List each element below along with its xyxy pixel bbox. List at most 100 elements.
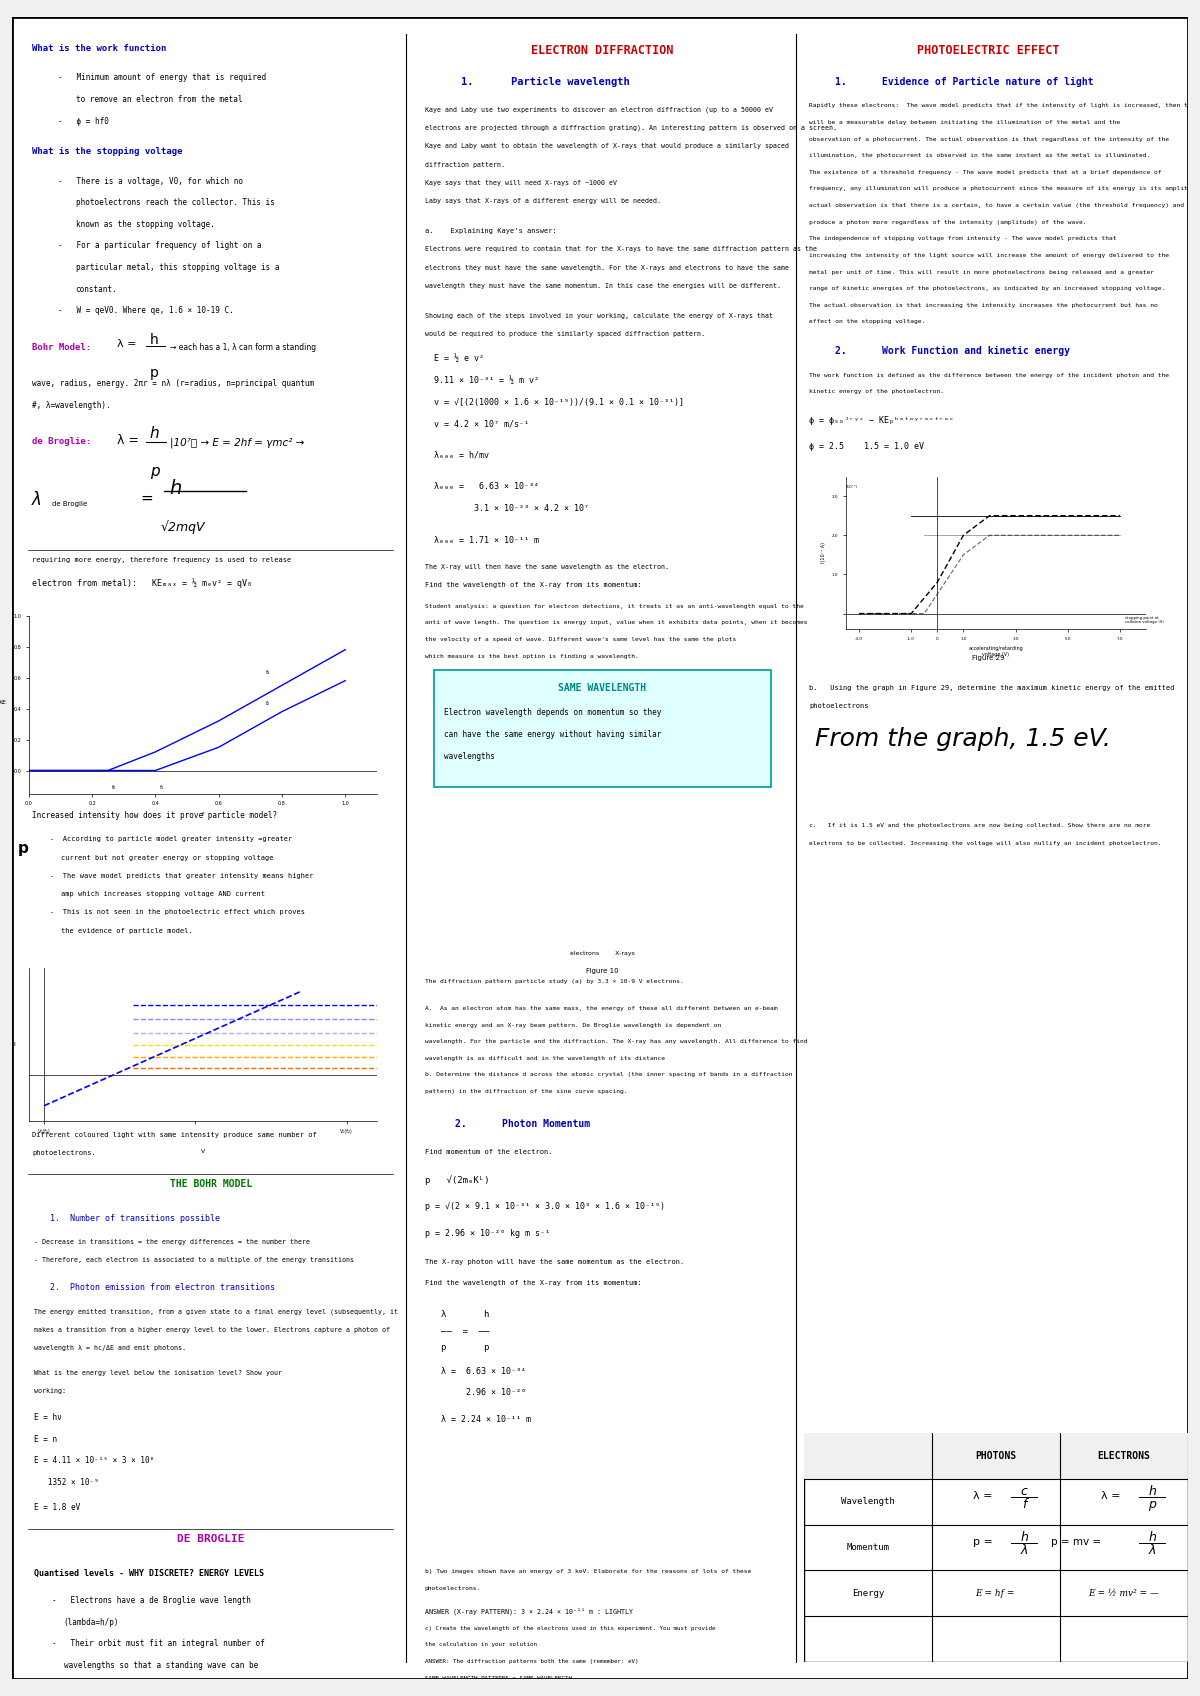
Text: can have the same energy without having similar: can have the same energy without having … [444,729,661,739]
X-axis label: accelerating/retarding
voltage (V): accelerating/retarding voltage (V) [968,646,1024,658]
Text: ELECTRONS: ELECTRONS [1098,1452,1151,1460]
Text: The independence of stopping voltage from intensity - The wave model predicts th: The independence of stopping voltage fro… [809,236,1117,241]
FancyBboxPatch shape [434,670,770,787]
Text: #, λ=wavelength).: #, λ=wavelength). [32,400,110,410]
Text: |10⁷⦸ → E = 2hf = γmc² →: |10⁷⦸ → E = 2hf = γmc² → [169,438,304,448]
Text: The work function is defined as the difference between the energy of the inciden: The work function is defined as the diff… [809,373,1169,378]
Text: V: V [200,1148,205,1153]
Text: range of kinetic energies of the photoelectrons, as indicated by an increased st: range of kinetic energies of the photoel… [809,287,1165,292]
Text: Energy: Energy [852,1589,884,1598]
Text: λ =: λ = [116,339,139,349]
Text: amp which increases stopping voltage AND current: amp which increases stopping voltage AND… [61,890,265,897]
Text: p =: p = [973,1537,996,1547]
Text: -   Their orbit must fit an integral number of: - Their orbit must fit an integral numbe… [52,1638,265,1649]
Text: λₑₔₑ =   6.63 × 10⁻³⁴: λₑₔₑ = 6.63 × 10⁻³⁴ [434,482,539,492]
FancyBboxPatch shape [12,17,1188,1679]
Text: √2mqV: √2mqV [160,521,205,534]
Text: E = hν: E = hν [35,1413,62,1423]
Text: E = ½ e v²: E = ½ e v² [434,354,484,363]
FancyBboxPatch shape [804,1433,1188,1662]
Text: -   There is a voltage, V0, for which no: - There is a voltage, V0, for which no [58,176,242,185]
Text: Showing each of the steps involved in your working, calculate the energy of X-ra: Showing each of the steps involved in yo… [425,312,773,319]
Text: -   Electrons have a de Broglie wave length: - Electrons have a de Broglie wave lengt… [52,1596,251,1604]
Text: 1.      Evidence of Particle nature of light: 1. Evidence of Particle nature of light [835,76,1093,86]
Text: A.  As an electron atom has the same mass, the energy of these all different bet: A. As an electron atom has the same mass… [425,1006,778,1011]
Text: requiring more energy, therefore frequency is used to release: requiring more energy, therefore frequen… [32,558,292,563]
Text: electrons to be collected. Increasing the voltage will also nullify an incident : electrons to be collected. Increasing th… [809,841,1162,846]
Text: a.    Explaining Kaye's answer:: a. Explaining Kaye's answer: [425,227,557,234]
Text: λ: λ [1148,1543,1156,1557]
Text: ELECTRON DIFFRACTION: ELECTRON DIFFRACTION [532,44,673,56]
Text: (10⁻⁴): (10⁻⁴) [846,485,858,490]
Text: wavelengths so that a standing wave can be: wavelengths so that a standing wave can … [64,1660,258,1671]
Text: E = hf =: E = hf = [974,1589,1018,1598]
Text: Rapidly these electrons:  The wave model predicts that if the intensity of light: Rapidly these electrons: The wave model … [809,103,1200,109]
Text: I: I [13,1043,14,1046]
Y-axis label: KE: KE [0,700,6,706]
Text: pattern) in the diffraction of the sine curve spacing.: pattern) in the diffraction of the sine … [425,1089,628,1094]
Text: DE BROGLIE: DE BROGLIE [176,1535,245,1545]
Text: Wavelength: Wavelength [841,1498,895,1506]
Text: Electrons were required to contain that for the X-rays to have the same diffract: Electrons were required to contain that … [425,246,817,253]
Text: λ: λ [1020,1543,1028,1557]
Text: h: h [1148,1486,1156,1498]
Text: p: p [150,465,160,478]
Text: wavelength λ = hc/ΔE and emit photons.: wavelength λ = hc/ΔE and emit photons. [35,1345,186,1352]
Text: v = √[(2(1000 × 1.6 × 10⁻¹⁹))/(9.1 × 0.1 × 10⁻³¹)]: v = √[(2(1000 × 1.6 × 10⁻¹⁹))/(9.1 × 0.1… [434,397,684,407]
Text: wavelength is as difficult and in the wavelength of its distance: wavelength is as difficult and in the wa… [425,1057,665,1060]
Text: h: h [1148,1531,1156,1543]
Text: observation of a photocurrent. The actual observation is that regardless of the : observation of a photocurrent. The actua… [809,137,1169,142]
Text: photoelectrons reach the collector. This is: photoelectrons reach the collector. This… [76,198,275,207]
Text: The energy emitted transition, from a given state to a final energy level (subse: The energy emitted transition, from a gi… [35,1308,398,1314]
Text: What is the work function: What is the work function [32,44,167,53]
Text: wavelength. For the particle and the diffraction. The X-ray has any wavelength. : wavelength. For the particle and the dif… [425,1040,808,1045]
Text: 2.      Work Function and kinetic energy: 2. Work Function and kinetic energy [835,346,1070,356]
Text: anti of wave length. The question is energy input, value when it exhibits data p: anti of wave length. The question is ene… [425,621,808,626]
Text: p: p [150,366,158,380]
Text: The X-ray photon will have the same momentum as the electron.: The X-ray photon will have the same mome… [425,1258,684,1265]
Text: formed (2pi r=n lambda): formed (2pi r=n lambda) [64,1682,170,1691]
Text: constant.: constant. [76,285,118,293]
Text: h: h [169,478,182,499]
Text: photoelectrons.: photoelectrons. [425,1586,481,1591]
Text: electrons they must have the same wavelength. For the X-rays and electrons to ha: electrons they must have the same wavele… [425,265,788,271]
Text: photoelectrons.: photoelectrons. [32,1150,96,1157]
Text: -   Minimum amount of energy that is required: - Minimum amount of energy that is requi… [58,73,266,83]
Text: actual observation is that there is a certain, to have a certain value (the thre: actual observation is that there is a ce… [809,204,1200,209]
Text: Find the wavelength of the X-ray from its momentum:: Find the wavelength of the X-ray from it… [425,582,642,589]
Text: 9.11 × 10⁻³¹ = ½ m v²: 9.11 × 10⁻³¹ = ½ m v² [434,377,539,385]
Text: increasing the intensity of the light source will increase the amount of energy : increasing the intensity of the light so… [809,253,1169,258]
Text: PHOTOELECTRIC EFFECT: PHOTOELECTRIC EFFECT [917,44,1060,56]
Text: Bohr Model:: Bohr Model: [32,343,91,351]
Text: -  The wave model predicts that greater intensity means higher: - The wave model predicts that greater i… [49,873,313,879]
Text: f₃: f₃ [266,670,270,675]
Text: electrons are projected through a diffraction grating). An interesting pattern i: electrons are projected through a diffra… [425,126,836,132]
Text: -  This is not seen in the photoelectric effect which proves: - This is not seen in the photoelectric … [49,909,305,916]
Text: The diffraction pattern particle study (a) by 3.3 × 10-9 V electrons.: The diffraction pattern particle study (… [425,979,684,984]
Text: de Broglie:: de Broglie: [32,438,91,446]
Text: the evidence of particle model.: the evidence of particle model. [61,928,193,934]
Text: would be required to produce the similarly spaced diffraction pattern.: would be required to produce the similar… [425,331,704,338]
Text: to remove an electron from the metal: to remove an electron from the metal [76,95,242,103]
Text: Figure 10: Figure 10 [586,968,619,974]
Text: kinetic energy of the photoelectron.: kinetic energy of the photoelectron. [809,390,944,393]
Text: effect on the stopping voltage.: effect on the stopping voltage. [809,319,925,324]
Text: photoelectrons: photoelectrons [809,704,869,709]
Text: From the graph, 1.5 eV.: From the graph, 1.5 eV. [815,726,1111,751]
Text: THE BOHR MODEL: THE BOHR MODEL [169,1179,252,1189]
Text: λₑₔₑ = 1.71 × 10⁻¹¹ m: λₑₔₑ = 1.71 × 10⁻¹¹ m [434,536,539,544]
Text: λ =: λ = [973,1491,996,1501]
Text: 2.96 × 10⁻²⁶: 2.96 × 10⁻²⁶ [442,1389,527,1398]
Text: -   For a particular frequency of light on a: - For a particular frequency of light on… [58,241,262,251]
Text: λ =: λ = [116,434,143,448]
Text: SAME WAVELENGTH: SAME WAVELENGTH [558,683,647,694]
Text: de Broglie: de Broglie [52,500,88,507]
Text: The existence of a threshold frequency - The wave model predicts that at a brief: The existence of a threshold frequency -… [809,170,1162,175]
Text: h: h [1020,1531,1028,1543]
Text: electron from metal):   KEₘₐₓ = ½ mₑv² = qV₀: electron from metal): KEₘₐₓ = ½ mₑv² = q… [32,578,252,589]
Text: PHOTONS: PHOTONS [976,1452,1016,1460]
Text: p = mv =: p = mv = [1051,1537,1105,1547]
Text: =: = [140,490,152,505]
Text: the calculation in your solution: the calculation in your solution [425,1642,536,1647]
Text: h: h [150,426,160,441]
